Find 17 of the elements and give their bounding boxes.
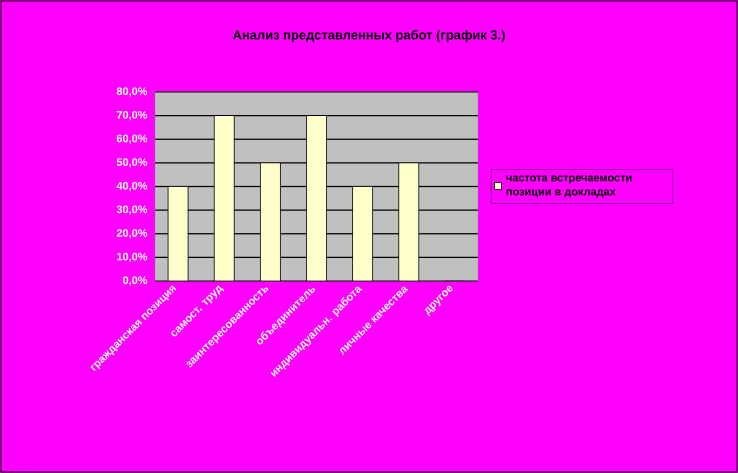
bar: [398, 162, 420, 281]
y-tick-label: 40,0%: [116, 182, 148, 192]
bar: [214, 115, 235, 281]
bar: [306, 115, 327, 281]
bar: [260, 162, 281, 281]
legend-label: частота встречаемости позиции в докладах: [506, 175, 632, 198]
y-tick-label: 30,0%: [116, 205, 148, 215]
y-tick-label: 0,0%: [122, 276, 148, 286]
bar: [352, 186, 374, 281]
chart-title: Анализ представленных работ (график 3.): [232, 30, 505, 42]
y-tick-label: 60,0%: [116, 134, 148, 144]
y-tick-label: 10,0%: [117, 252, 148, 262]
bar: [168, 186, 188, 281]
y-tick-label: 20,0%: [116, 229, 148, 238]
y-tick-label: 70,0%: [116, 110, 148, 120]
y-tick-label: 80,0%: [116, 87, 148, 97]
y-tick-label: 50,0%: [116, 158, 148, 168]
